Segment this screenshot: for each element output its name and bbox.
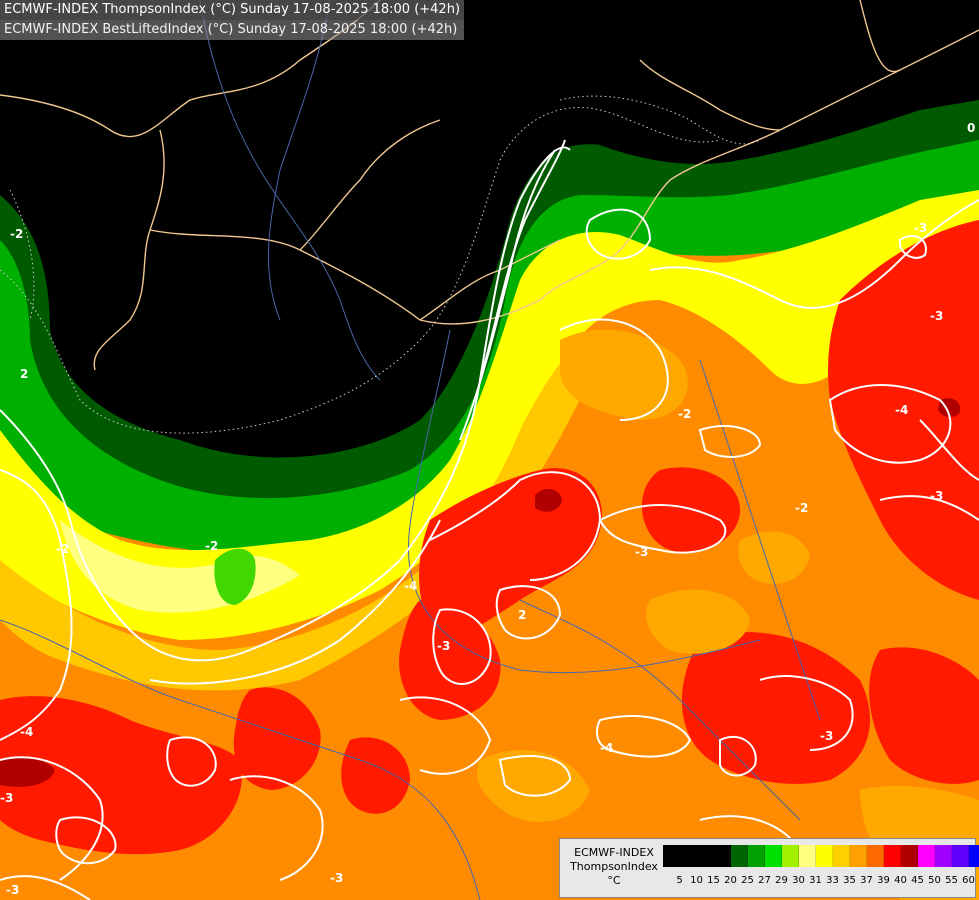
map-titles: ECMWF-INDEX ThompsonIndex (°C) Sunday 17… bbox=[0, 0, 465, 40]
legend-swatch bbox=[850, 845, 867, 867]
legend-tick-label: 25 bbox=[741, 875, 754, 886]
field-green bbox=[0, 140, 979, 555]
legend-model: ECMWF-INDEX bbox=[574, 846, 654, 859]
contour-label: -2 bbox=[795, 501, 808, 515]
contour-label: 2 bbox=[20, 367, 28, 381]
legend-tick-label: 10 bbox=[690, 875, 703, 886]
legend-tick-label: 5 bbox=[676, 875, 683, 886]
country-borders bbox=[0, 0, 979, 371]
legend-swatch bbox=[697, 845, 714, 867]
legend-swatch bbox=[799, 845, 816, 867]
legend-swatch bbox=[816, 845, 833, 867]
legend-swatch bbox=[680, 845, 697, 867]
lifted-index-isolines bbox=[0, 139, 979, 900]
legend-tick-label: 15 bbox=[707, 875, 720, 886]
legend-tick-label: 20 bbox=[724, 875, 737, 886]
contour-label: -4 bbox=[600, 741, 613, 755]
legend-swatch bbox=[714, 845, 731, 867]
legend-swatches bbox=[663, 845, 979, 867]
dotted-isolines bbox=[0, 95, 761, 434]
contour-label: -3 bbox=[330, 871, 343, 885]
legend-tick-label: 35 bbox=[843, 875, 856, 886]
legend-tick-label: 50 bbox=[928, 875, 941, 886]
legend-tick-label: 45 bbox=[911, 875, 924, 886]
contour-label: -3 bbox=[437, 639, 450, 653]
contour-label: -2 bbox=[56, 542, 69, 556]
contour-label: -4 bbox=[404, 579, 417, 593]
legend-tick-label: 27 bbox=[758, 875, 771, 886]
legend-tick-label: 55 bbox=[945, 875, 958, 886]
legend-swatch bbox=[731, 845, 748, 867]
legend-swatch bbox=[884, 845, 901, 867]
legend-swatch bbox=[935, 845, 952, 867]
contour-label: -3 bbox=[930, 489, 943, 503]
contour-label: -3 bbox=[635, 545, 648, 559]
legend-tick-label: 40 bbox=[894, 875, 907, 886]
contour-label: -2 bbox=[10, 227, 23, 241]
legend-caption: ECMWF-INDEX ThompsonIndex °C bbox=[564, 846, 664, 888]
legend-tick-label: 33 bbox=[826, 875, 839, 886]
legend-ticks: 5 10 15 20 25 27 29 30 31 33 35 37 39 40 45 50 55 60 bbox=[663, 875, 977, 886]
legend-swatch bbox=[765, 845, 782, 867]
title-thompson-index: ECMWF-INDEX ThompsonIndex (°C) Sunday 17… bbox=[0, 0, 465, 20]
legend-unit: °C bbox=[607, 874, 621, 887]
legend-tick-label: 60 bbox=[962, 875, 975, 886]
contour-label: 0 bbox=[967, 121, 975, 135]
title-best-lifted-index: ECMWF-INDEX BestLiftedIndex (°C) Sunday … bbox=[0, 20, 465, 40]
contour-label: -3 bbox=[0, 791, 13, 805]
legend-tick-label: 37 bbox=[860, 875, 873, 886]
contour-label: -3 bbox=[930, 309, 943, 323]
rivers bbox=[0, 0, 821, 900]
contour-label: -3 bbox=[820, 729, 833, 743]
contour-label: -2 bbox=[678, 407, 691, 421]
contour-labels: 2 2 -2 -2 -2 -2 -3 -3 -3 -3 -3 -4 -4 -4 … bbox=[0, 121, 975, 897]
contour-label: -3 bbox=[6, 883, 19, 897]
color-legend: ECMWF-INDEX ThompsonIndex °C 5 10 15 20 25 27… bbox=[559, 838, 979, 898]
field-light-green-patch bbox=[214, 548, 256, 605]
legend-variable: ThompsonIndex bbox=[570, 860, 658, 873]
legend-swatch bbox=[952, 845, 969, 867]
legend-swatch bbox=[833, 845, 850, 867]
legend-tick-label: 30 bbox=[792, 875, 805, 886]
legend-swatch bbox=[969, 845, 979, 867]
legend-tick-label: 29 bbox=[775, 875, 788, 886]
legend-swatch bbox=[918, 845, 935, 867]
contour-label: -3 bbox=[914, 221, 927, 235]
legend-tick-label: 31 bbox=[809, 875, 822, 886]
contour-label: -2 bbox=[205, 539, 218, 553]
legend-swatch bbox=[867, 845, 884, 867]
legend-swatch bbox=[901, 845, 918, 867]
contour-label: -4 bbox=[20, 725, 33, 739]
legend-swatch bbox=[782, 845, 799, 867]
legend-tick-label: 39 bbox=[877, 875, 890, 886]
contour-label: 2 bbox=[518, 608, 526, 622]
contour-label: -4 bbox=[895, 403, 908, 417]
legend-swatch bbox=[663, 845, 680, 867]
field-yellow bbox=[0, 190, 979, 640]
legend-swatch bbox=[748, 845, 765, 867]
